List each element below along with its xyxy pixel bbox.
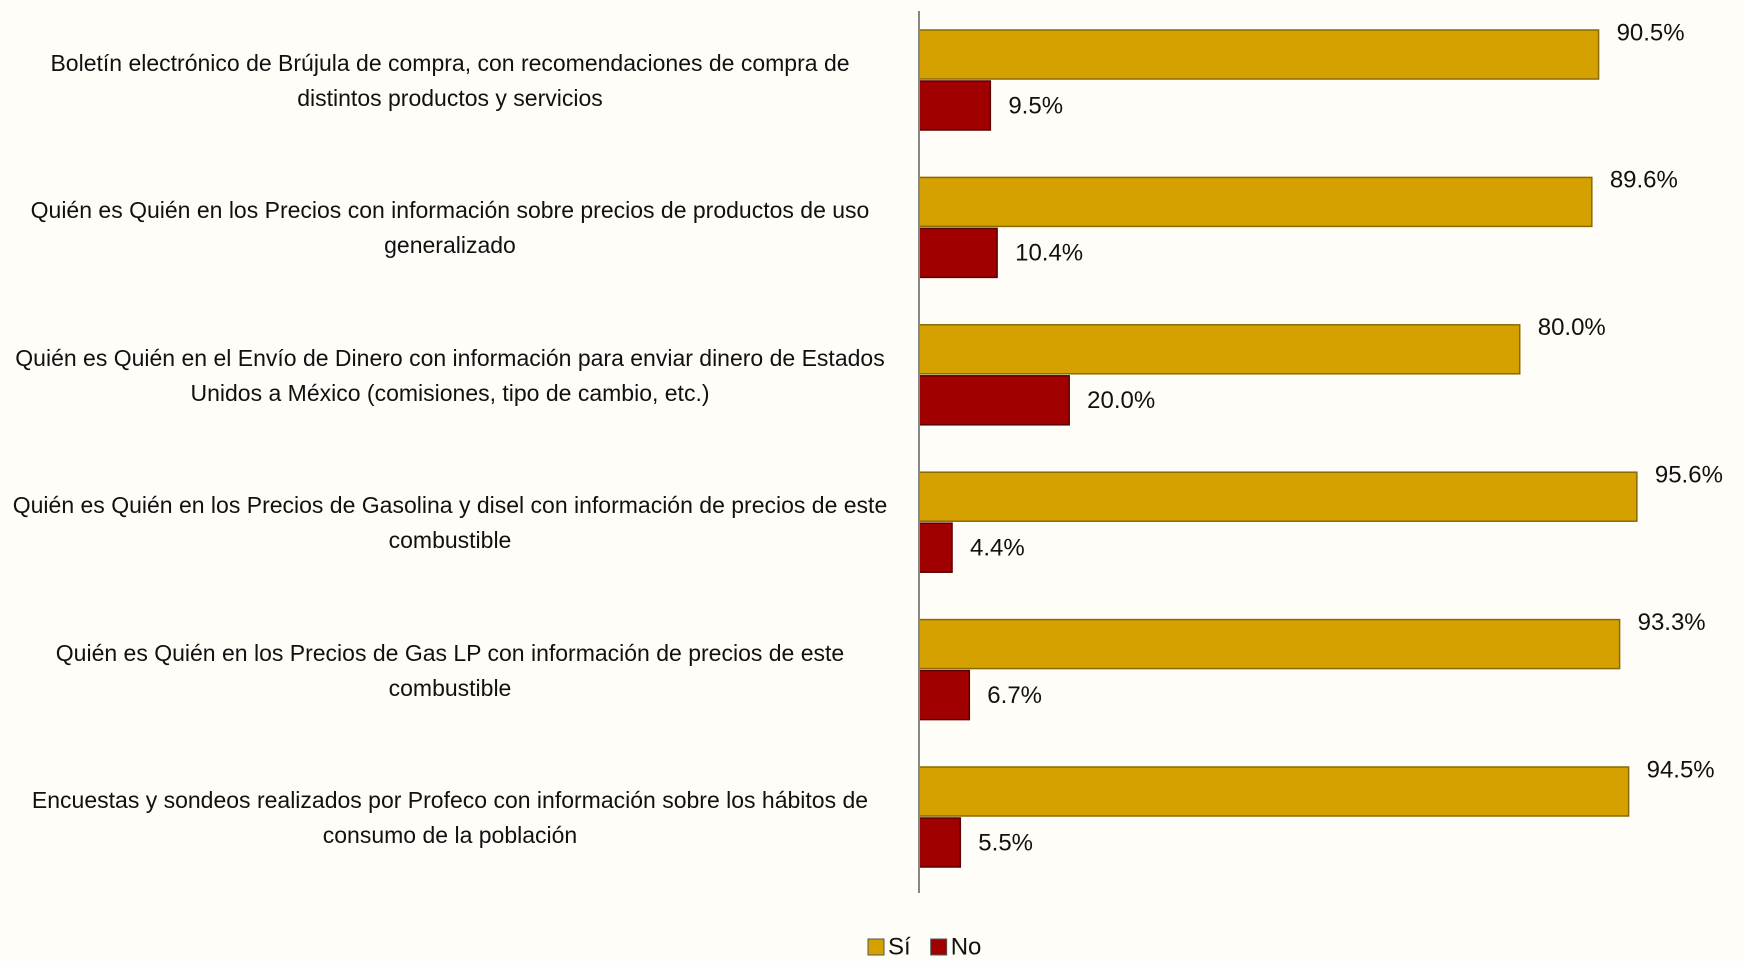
bar xyxy=(918,375,1070,426)
bar xyxy=(918,176,1593,228)
value-label: 94.5% xyxy=(1647,756,1715,783)
value-label: 89.6% xyxy=(1610,167,1678,194)
category-label: Quién es Quién en los Precios de Gasolin… xyxy=(12,492,888,554)
value-label: 95.6% xyxy=(1655,462,1723,489)
bar xyxy=(918,80,992,131)
bar xyxy=(918,618,1621,670)
bar xyxy=(918,324,1521,375)
legend-swatch xyxy=(930,938,948,956)
value-label: 80.0% xyxy=(1538,314,1606,341)
value-label: 4.4% xyxy=(970,535,1025,562)
value-label: 5.5% xyxy=(978,829,1033,856)
value-label: 9.5% xyxy=(1008,92,1063,119)
bar xyxy=(918,766,1630,817)
category-label: Quién es Quién en los Precios con inform… xyxy=(30,197,870,259)
value-label: 20.0% xyxy=(1087,387,1155,414)
bar xyxy=(918,522,953,573)
legend-label: No xyxy=(951,933,982,960)
category-label: Encuestas y sondeos realizados por Profe… xyxy=(31,787,869,848)
value-label: 93.3% xyxy=(1638,609,1706,636)
category-label: Quién es Quién en el Envío de Dinero con… xyxy=(15,344,885,406)
bar xyxy=(918,669,971,721)
category-label: Boletín electrónico de Brújula de compra… xyxy=(50,50,850,111)
legend-label: Sí xyxy=(888,933,911,960)
bar xyxy=(918,29,1600,80)
value-label: 90.5% xyxy=(1617,19,1685,46)
value-label: 10.4% xyxy=(1015,240,1083,267)
bar xyxy=(918,817,962,868)
bar xyxy=(918,227,998,279)
bar xyxy=(918,471,1638,522)
value-label: 6.7% xyxy=(987,682,1042,709)
legend-swatch xyxy=(867,938,885,956)
category-label: Quién es Quién en los Precios de Gas LP … xyxy=(55,639,845,701)
